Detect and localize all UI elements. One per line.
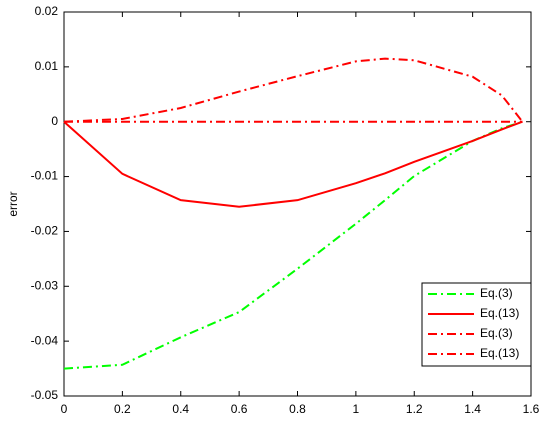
x-tick-label: 1.6 xyxy=(523,402,540,416)
y-axis-label: error xyxy=(6,191,20,216)
series-line xyxy=(63,120,523,208)
x-tick-label: 1.4 xyxy=(464,402,481,416)
series-line xyxy=(63,57,524,123)
y-tick-label: -0.03 xyxy=(31,278,59,292)
y-tick-label: 0.01 xyxy=(35,59,59,73)
y-tick-label: -0.04 xyxy=(31,333,59,347)
x-tick-label: 0.8 xyxy=(289,402,306,416)
legend-label: Eq.(3) xyxy=(480,286,513,300)
x-tick-label: 1 xyxy=(353,402,360,416)
y-tick-label: -0.02 xyxy=(31,224,59,238)
y-tick-label: -0.05 xyxy=(31,388,59,402)
y-tick-label: 0.02 xyxy=(35,4,59,18)
x-tick-label: 1.2 xyxy=(406,402,423,416)
legend-box xyxy=(421,282,532,367)
series-line xyxy=(63,120,523,370)
x-tick-label: 0 xyxy=(61,402,68,416)
x-tick-label: 0.2 xyxy=(114,402,131,416)
legend-label: Eq.(13) xyxy=(480,346,519,360)
legend-label: Eq.(3) xyxy=(480,326,513,340)
legend-label: Eq.(13) xyxy=(480,306,519,320)
x-tick-label: 0.6 xyxy=(231,402,248,416)
x-tick-label: 0.4 xyxy=(172,402,189,416)
y-tick-label: -0.01 xyxy=(31,169,59,183)
y-tick-label: 0 xyxy=(51,114,58,128)
